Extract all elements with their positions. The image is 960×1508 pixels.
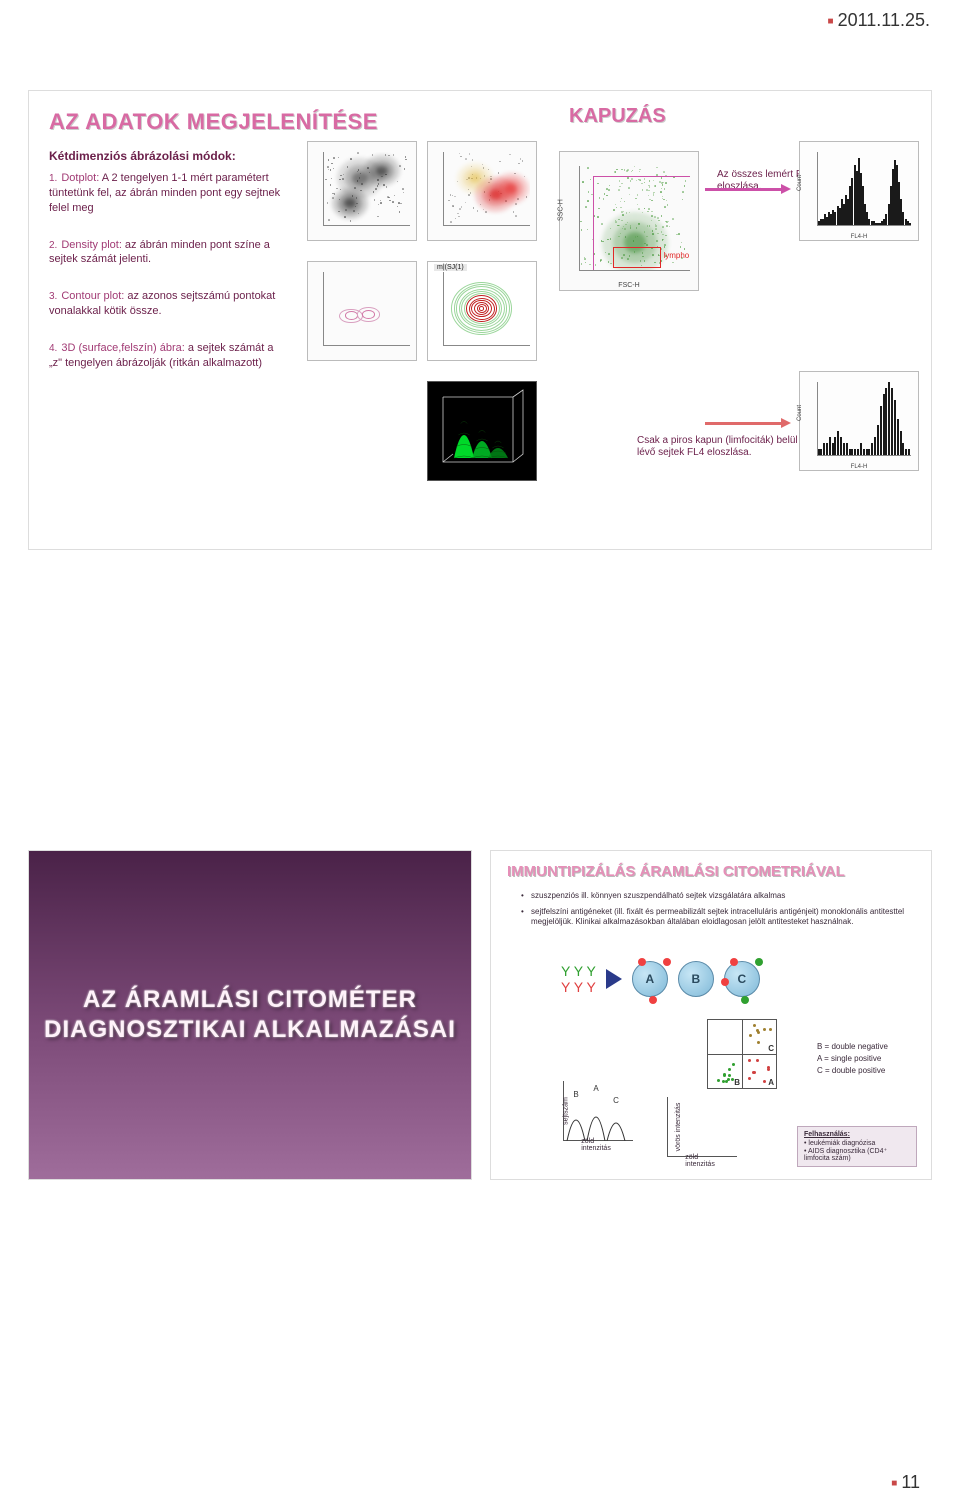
modes-list: 1.Dotplot: A 2 tengelyen 1-1 mért paramé…	[49, 171, 289, 393]
usage-box: Felhasználás: leukémiák diagnózisaAIDS d…	[797, 1126, 917, 1167]
plot-histogram-all: 10⁰10¹10²10³10⁴FL4-HCount	[799, 141, 919, 241]
gate-note-lymph: Csak a piros kapun (limfociták) belül lé…	[637, 435, 817, 459]
mini-histogram-2: vörös intenzitászöld intenzitás	[667, 1097, 737, 1157]
plot-surface3d	[427, 381, 537, 481]
legend-box: B = double negativeA = single positiveC …	[817, 1041, 917, 1077]
br-bullets: szuszpenziós ill. könnyen szuszpendálhat…	[521, 891, 911, 933]
usage-items: leukémiák diagnózisaAIDS diagnosztika (C…	[804, 1140, 910, 1162]
slide-title: AZ ADATOK MEGJELENÍTÉSE	[49, 109, 378, 135]
usage-header: Felhasználás:	[804, 1131, 910, 1138]
plot-density	[427, 141, 537, 241]
bl-title-line1: AZ ÁRAMLÁSI CITOMÉTER	[83, 986, 417, 1013]
plot-gating-scatter: lympho0256512768102402565127681024FSC-HS…	[559, 151, 699, 291]
quadrant-plot: CBA	[707, 1019, 777, 1089]
page-date: 2011.11.25.	[828, 10, 930, 31]
svg-text:B: B	[573, 1090, 578, 1099]
slide-immunotyping: IMMUNTIPIZÁLÁS ÁRAMLÁSI CITOMETRIÁVAL sz…	[490, 850, 932, 1180]
plot-contour-a	[307, 261, 417, 361]
cell-diagram-row: Y Y YY Y YABC	[561, 961, 760, 997]
modes-header: Kétdimenziós ábrázolási módok:	[49, 149, 236, 163]
slide-data-display: AZ ADATOK MEGJELENÍTÉSE KAPUZÁS Kétdimen…	[28, 90, 932, 550]
mini-histogram-1: BACsejtszámzöld intenzitás	[563, 1081, 633, 1141]
page-number: 11	[891, 1472, 920, 1493]
plot-contour-b: m|(SJ(1)	[427, 261, 537, 361]
bl-title: AZ ÁRAMLÁSI CITOMÉTER DIAGNOSZTIKAI ALKA…	[44, 985, 456, 1045]
slide-gating-title: KAPUZÁS	[569, 105, 666, 128]
plot-histogram-lymph: 10⁰10¹10²10³10⁴FL4-HCount	[799, 371, 919, 471]
gate-arrow-lymph	[705, 421, 791, 427]
bl-title-line2: DIAGNOSZTIKAI ALKALMAZÁSAI	[44, 1016, 456, 1043]
br-title: IMMUNTIPIZÁLÁS ÁRAMLÁSI CITOMETRIÁVAL	[507, 863, 845, 880]
gate-arrow-all	[705, 187, 791, 193]
plot-dotplot	[307, 141, 417, 241]
svg-text:C: C	[613, 1096, 619, 1105]
slide-diagnostic-apps: AZ ÁRAMLÁSI CITOMÉTER DIAGNOSZTIKAI ALKA…	[28, 850, 472, 1180]
svg-text:A: A	[593, 1084, 599, 1093]
